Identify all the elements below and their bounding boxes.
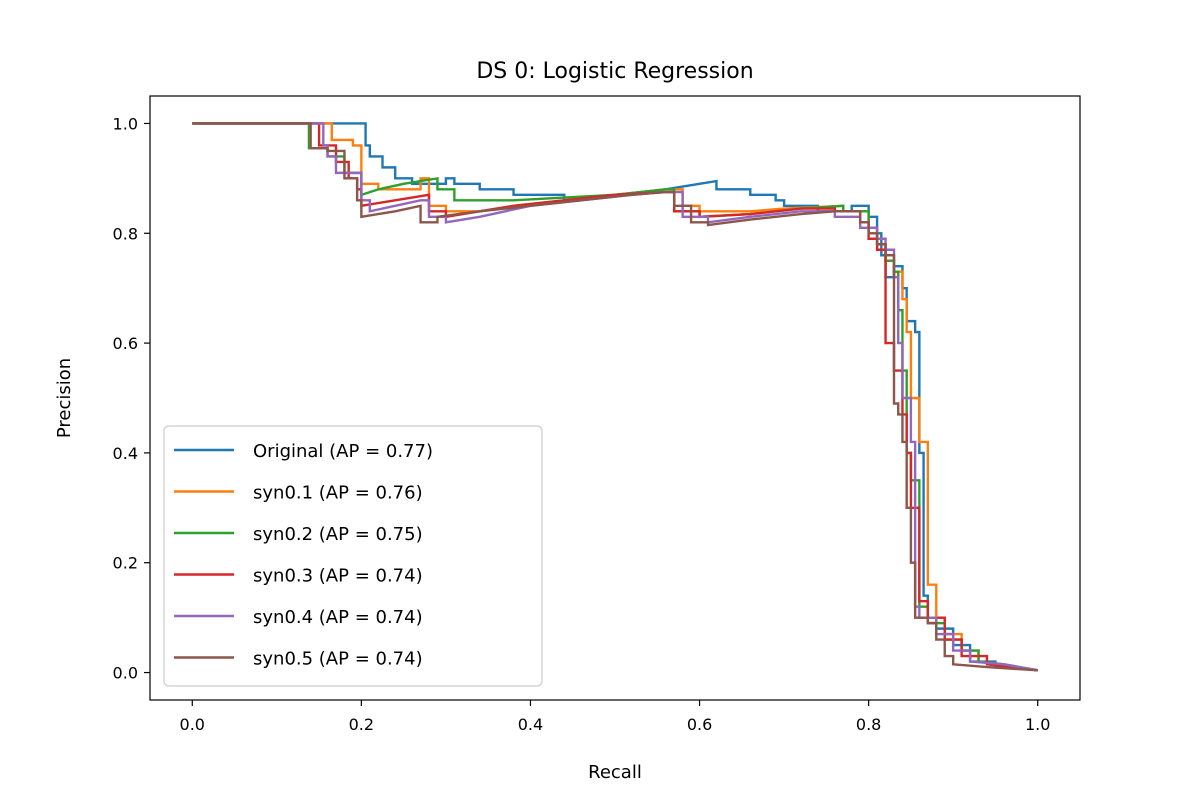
legend-label: syn0.2 (AP = 0.75) bbox=[253, 524, 423, 545]
y-tick-label: 0.2 bbox=[113, 554, 138, 573]
y-tick-label: 0.8 bbox=[113, 224, 138, 243]
chart-title: DS 0: Logistic Regression bbox=[476, 59, 753, 84]
x-tick-label: 0.2 bbox=[349, 715, 374, 734]
series-layer bbox=[192, 122, 1038, 672]
series-line-6 bbox=[192, 122, 1038, 672]
y-tick-label: 0.6 bbox=[113, 334, 138, 353]
legend-label: Original (AP = 0.77) bbox=[253, 441, 433, 462]
x-tick-label: 0.6 bbox=[687, 715, 712, 734]
y-axis-ticks: 0.0 0.2 0.4 0.6 0.8 1.0 bbox=[113, 114, 150, 683]
legend-label: syn0.5 (AP = 0.74) bbox=[253, 649, 423, 670]
y-tick-label: 1.0 bbox=[113, 114, 138, 133]
y-axis-label: Precision bbox=[54, 358, 75, 438]
y-tick-label: 0.0 bbox=[113, 664, 138, 683]
x-axis-label: Recall bbox=[588, 762, 642, 783]
legend-label: syn0.4 (AP = 0.74) bbox=[253, 607, 423, 628]
legend-label: syn0.3 (AP = 0.74) bbox=[253, 566, 423, 587]
x-tick-label: 1.0 bbox=[1025, 715, 1050, 734]
legend-box bbox=[163, 425, 543, 687]
x-tick-label: 0.0 bbox=[180, 715, 205, 734]
series-line-5 bbox=[192, 122, 1038, 672]
x-axis-ticks: 0.0 0.2 0.4 0.6 0.8 1.0 bbox=[180, 700, 1050, 734]
plot-area bbox=[149, 95, 1081, 701]
x-tick-label: 0.4 bbox=[518, 715, 543, 734]
legend-label: syn0.1 (AP = 0.76) bbox=[253, 483, 423, 504]
legend: Original (AP = 0.77) syn0.1 (AP = 0.76) sy… bbox=[163, 425, 543, 687]
x-tick-label: 0.8 bbox=[856, 715, 881, 734]
plot-frame bbox=[149, 95, 1081, 701]
y-tick-label: 0.4 bbox=[113, 444, 138, 463]
